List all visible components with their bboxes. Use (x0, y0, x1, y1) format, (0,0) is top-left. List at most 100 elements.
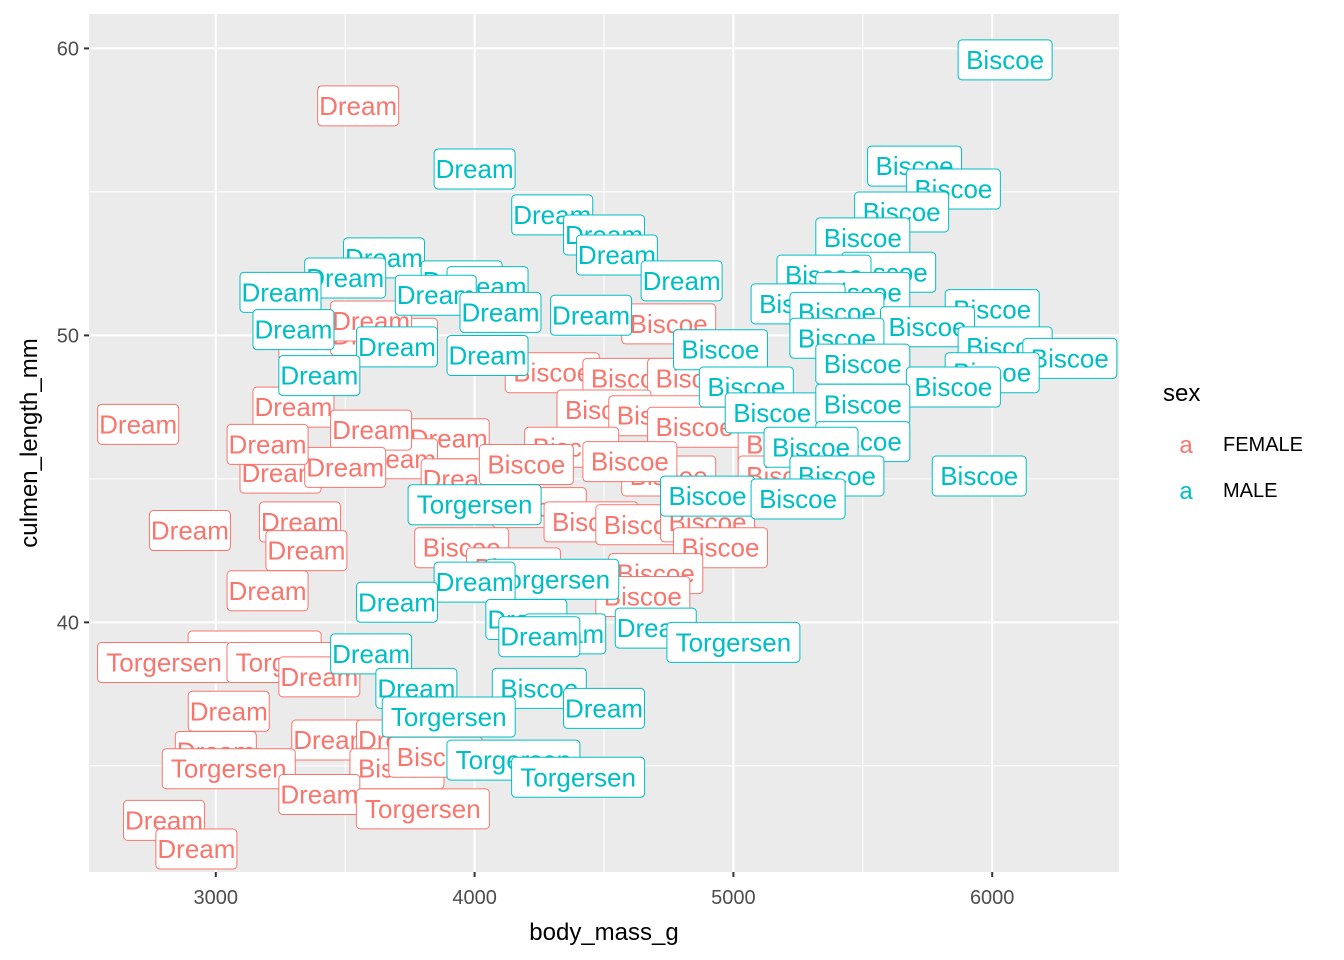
svg-text:Dream: Dream (319, 91, 397, 121)
data-point-label: Torgersen (355, 788, 490, 830)
svg-text:Biscoe: Biscoe (656, 412, 734, 442)
svg-text:Biscoe: Biscoe (888, 312, 966, 342)
data-point-label: Biscoe (660, 475, 756, 517)
data-point-label: Dream (239, 271, 322, 313)
svg-text:Biscoe: Biscoe (940, 461, 1018, 491)
data-point-label: Biscoe (905, 366, 1001, 408)
data-point-label: Biscoe (1022, 337, 1118, 379)
svg-text:Dream: Dream (358, 332, 436, 362)
svg-text:Biscoe: Biscoe (668, 481, 746, 511)
svg-text:Torgersen: Torgersen (391, 702, 507, 732)
svg-text:Biscoe: Biscoe (966, 45, 1044, 75)
svg-text:Dream: Dream (254, 392, 332, 422)
data-point-label: Biscoe (957, 39, 1053, 81)
svg-text:Dream: Dream (157, 834, 235, 864)
svg-text:Dream: Dream (436, 154, 514, 184)
svg-text:Dream: Dream (436, 567, 514, 597)
data-point-label: Torgersen (381, 696, 516, 738)
svg-text:Biscoe: Biscoe (914, 372, 992, 402)
data-point-label: Dream (640, 260, 723, 302)
svg-text:Dream: Dream (280, 780, 358, 810)
svg-text:Dream: Dream (99, 409, 177, 439)
svg-text:Dream: Dream (332, 415, 410, 445)
x-tick-label: 6000 (970, 887, 1015, 909)
data-point-label: Dream (304, 446, 387, 488)
data-point-label: Dream (433, 148, 516, 190)
svg-text:Dream: Dream (229, 429, 307, 459)
data-point-label: Dream (433, 561, 516, 603)
legend-entry: a MALE (1179, 478, 1277, 505)
y-tick-label: 40 (57, 612, 79, 634)
data-point-label: Dream (226, 570, 309, 612)
data-point-label: Torgersen (511, 756, 646, 798)
legend-label: MALE (1223, 480, 1277, 502)
data-point-label: Torgersen (161, 748, 296, 790)
legend-key-glyph: a (1179, 478, 1193, 505)
data-point-label: Dream (155, 828, 238, 870)
svg-text:Biscoe: Biscoe (487, 450, 565, 480)
svg-text:Biscoe: Biscoe (681, 335, 759, 365)
data-point-label: Dream (563, 687, 645, 729)
svg-text:Biscoe: Biscoe (824, 349, 902, 379)
data-point-label: Dream (97, 403, 180, 445)
data-point-label: Biscoe (815, 217, 911, 259)
svg-text:Dream: Dream (565, 693, 643, 723)
data-point-label: Biscoe (815, 383, 911, 425)
data-point-label: Dream (330, 633, 413, 675)
svg-text:Biscoe: Biscoe (733, 398, 811, 428)
svg-text:Dream: Dream (358, 587, 436, 617)
svg-text:Torgersen: Torgersen (520, 762, 636, 792)
data-point-label: Torgersen (666, 621, 801, 663)
data-point-label: Dream (355, 326, 438, 368)
x-tick-label: 3000 (194, 887, 239, 909)
data-point-label: Dream (187, 690, 270, 732)
data-point-label: Dream (317, 85, 400, 127)
y-tick-label: 50 (57, 325, 79, 347)
svg-text:Dream: Dream (332, 639, 410, 669)
svg-text:Biscoe: Biscoe (824, 389, 902, 419)
data-point-label: Dream (355, 581, 438, 623)
svg-text:Dream: Dream (552, 300, 630, 330)
svg-text:Torgersen: Torgersen (171, 754, 287, 784)
data-point-label: Biscoe (815, 343, 911, 385)
svg-text:Dream: Dream (500, 622, 578, 652)
legend: sex a FEMALE a MALE (1163, 380, 1303, 505)
data-point-label: Dream (278, 355, 361, 397)
data-point-label: Dream (498, 616, 581, 658)
data-point-label: Torgersen (407, 484, 542, 526)
svg-text:Dream: Dream (190, 696, 268, 726)
svg-text:Dream: Dream (306, 452, 384, 482)
data-point-label: Dream (459, 291, 542, 333)
x-tick-label: 5000 (711, 887, 756, 909)
data-point-label: Dream (278, 774, 361, 816)
data-point-label: Biscoe (647, 406, 743, 448)
data-point-label: Dream (226, 423, 309, 465)
svg-text:Dream: Dream (643, 266, 721, 296)
legend-label: FEMALE (1223, 434, 1303, 456)
data-point-label: Biscoe (724, 392, 820, 434)
data-point-label: Dream (265, 530, 348, 572)
data-point-label: Dream (446, 334, 529, 376)
svg-text:Dream: Dream (229, 576, 307, 606)
svg-text:Dream: Dream (254, 315, 332, 345)
svg-text:Biscoe: Biscoe (591, 447, 669, 477)
svg-text:Dream: Dream (449, 340, 527, 370)
svg-text:Dream: Dream (267, 536, 345, 566)
data-point-label: Dream (330, 409, 413, 451)
x-tick-label: 4000 (452, 887, 497, 909)
x-axis-title: body_mass_g (529, 919, 678, 946)
legend-key-glyph: a (1179, 432, 1193, 459)
data-point-label: Dream (550, 294, 633, 336)
svg-text:Dream: Dream (461, 297, 539, 327)
data-point-label: Torgersen (97, 642, 232, 684)
data-point-label: Dream (252, 386, 335, 428)
svg-text:Biscoe: Biscoe (759, 484, 837, 514)
y-tick-label: 60 (57, 38, 79, 60)
data-point-label: Biscoe (672, 527, 768, 569)
data-point-label: Dream (148, 510, 231, 552)
data-point-label: Biscoe (879, 306, 975, 348)
data-point-label: Biscoe (931, 455, 1027, 497)
svg-text:Torgersen: Torgersen (365, 794, 481, 824)
